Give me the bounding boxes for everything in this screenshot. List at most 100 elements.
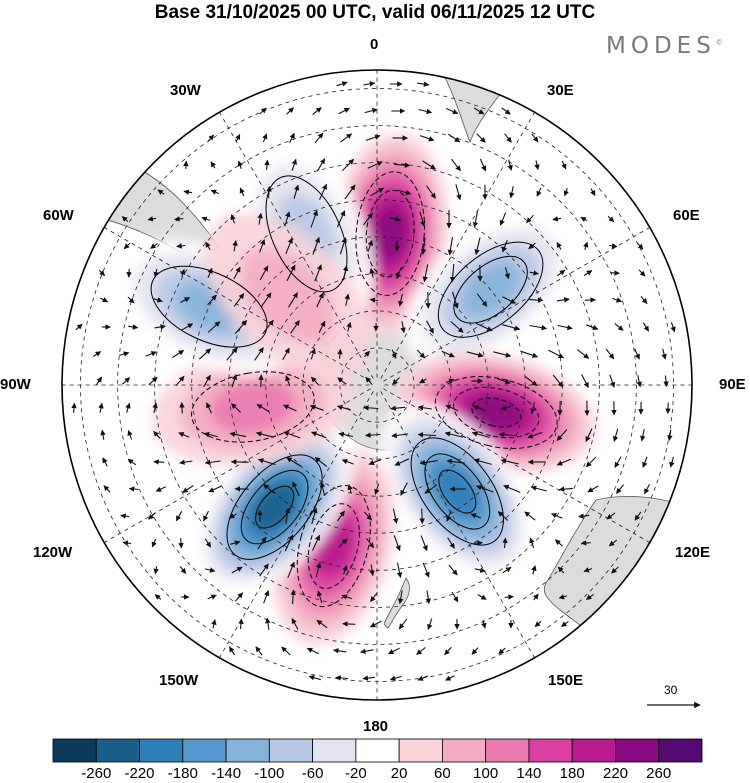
anomaly-field bbox=[113, 131, 597, 646]
wind-arrow bbox=[338, 107, 350, 115]
wind-arrow bbox=[451, 591, 459, 603]
colorbar-swatch bbox=[441, 738, 487, 763]
wind-arrow bbox=[260, 292, 272, 308]
wind-arrow bbox=[262, 133, 268, 143]
wind-arrow bbox=[585, 456, 597, 468]
wind-arrow bbox=[445, 675, 455, 681]
colorbar-tick-label: 220 bbox=[602, 765, 629, 782]
colorbar-swatch bbox=[355, 738, 400, 763]
wind-arrow bbox=[612, 297, 623, 303]
wind-arrow bbox=[472, 405, 485, 411]
wind-arrow bbox=[422, 160, 436, 170]
wind-arrow bbox=[417, 404, 432, 411]
wind-arrow bbox=[181, 323, 194, 331]
wind-arrow bbox=[534, 620, 542, 628]
wind-arrow bbox=[493, 351, 512, 358]
wind-arrow bbox=[259, 265, 269, 281]
wind-arrow bbox=[284, 534, 294, 552]
wind-arrow bbox=[556, 297, 570, 303]
wind-arrow bbox=[419, 378, 427, 384]
wind-arrow bbox=[153, 459, 165, 465]
contour-line bbox=[255, 485, 295, 529]
height-contours bbox=[150, 171, 558, 608]
wind-arrow bbox=[311, 507, 318, 525]
wind-arrow bbox=[286, 264, 296, 282]
wind-arrow bbox=[365, 134, 381, 141]
wind-arrow bbox=[148, 376, 158, 386]
wind-arrow bbox=[207, 321, 221, 333]
wind-arrow bbox=[285, 237, 293, 255]
wind-arrow bbox=[266, 185, 272, 198]
wind-arrow bbox=[398, 618, 408, 630]
wind-arrow bbox=[257, 212, 263, 225]
wind-arrow bbox=[207, 267, 213, 278]
wind-arrow bbox=[501, 107, 511, 115]
anom-neg-45e-contours bbox=[437, 241, 544, 338]
wind-arrow bbox=[396, 562, 403, 578]
wind-arrow bbox=[281, 646, 291, 656]
wind-arrow bbox=[474, 237, 481, 256]
wind-arrow bbox=[670, 322, 676, 333]
lon-label-120e: 120E bbox=[675, 544, 711, 561]
wind-arrow bbox=[311, 431, 327, 439]
wind-arrow bbox=[201, 216, 211, 222]
wind-arrow bbox=[416, 647, 426, 655]
wind-arrow bbox=[254, 347, 264, 361]
longitude-line bbox=[383, 388, 660, 549]
wind-arrow bbox=[293, 184, 300, 199]
wind-arrow bbox=[205, 241, 211, 251]
wind-arrow bbox=[445, 107, 459, 115]
colorbar-swatch bbox=[615, 738, 660, 763]
wind-arrow bbox=[529, 324, 548, 331]
wind-arrow bbox=[501, 239, 508, 253]
wind-arrow bbox=[497, 511, 509, 521]
wind-arrow bbox=[337, 510, 345, 522]
wind-arrow bbox=[292, 481, 300, 497]
wind-arrow bbox=[230, 459, 249, 465]
latitude-circle bbox=[154, 162, 600, 608]
wind-arrow bbox=[235, 133, 241, 142]
wind-arrow bbox=[204, 538, 212, 548]
wind-arrow bbox=[154, 324, 166, 330]
wind-arrow bbox=[530, 485, 547, 492]
wind-arrow bbox=[502, 566, 512, 574]
wind-arrow bbox=[447, 237, 454, 256]
wind-arrow bbox=[509, 186, 515, 199]
contour-line bbox=[265, 175, 348, 293]
wind-arrow bbox=[287, 561, 295, 579]
colorbar-tick-label: 140 bbox=[516, 765, 542, 782]
wind-arrow bbox=[238, 618, 244, 630]
colorbar-tick-label: 260 bbox=[646, 765, 672, 782]
wind-arrow bbox=[558, 594, 567, 600]
contour-line bbox=[226, 454, 323, 560]
wind-arrow bbox=[561, 160, 567, 170]
wind-arrow bbox=[389, 216, 401, 222]
wind-arrow bbox=[497, 378, 511, 385]
wind-arrow bbox=[578, 513, 590, 519]
wind-arrow bbox=[342, 565, 348, 575]
wind-arrow bbox=[362, 675, 376, 681]
colorbar-swatch bbox=[95, 738, 140, 763]
wind-arrow bbox=[529, 270, 539, 276]
wind-arrow bbox=[502, 537, 508, 549]
wind-arrow bbox=[333, 648, 347, 654]
wind-arrow bbox=[418, 108, 433, 115]
wind-arrow bbox=[363, 511, 373, 521]
contour-line bbox=[240, 470, 309, 545]
wind-arrow bbox=[310, 209, 318, 228]
map-boundary bbox=[61, 69, 693, 701]
contour-line bbox=[365, 189, 415, 278]
wind-arrow bbox=[174, 216, 184, 222]
wind-arrow bbox=[341, 459, 354, 465]
wind-arrow bbox=[524, 376, 538, 386]
wind-arrow bbox=[527, 431, 543, 439]
wind-arrow bbox=[337, 348, 343, 359]
wind-arrow bbox=[422, 562, 430, 578]
map-area bbox=[62, 70, 692, 700]
wind-arrow bbox=[316, 158, 326, 172]
wind-arrow bbox=[127, 429, 133, 440]
wind-arrow bbox=[339, 237, 347, 255]
wind-arrow bbox=[153, 566, 159, 575]
colorbar-tick-label: 100 bbox=[473, 765, 499, 782]
